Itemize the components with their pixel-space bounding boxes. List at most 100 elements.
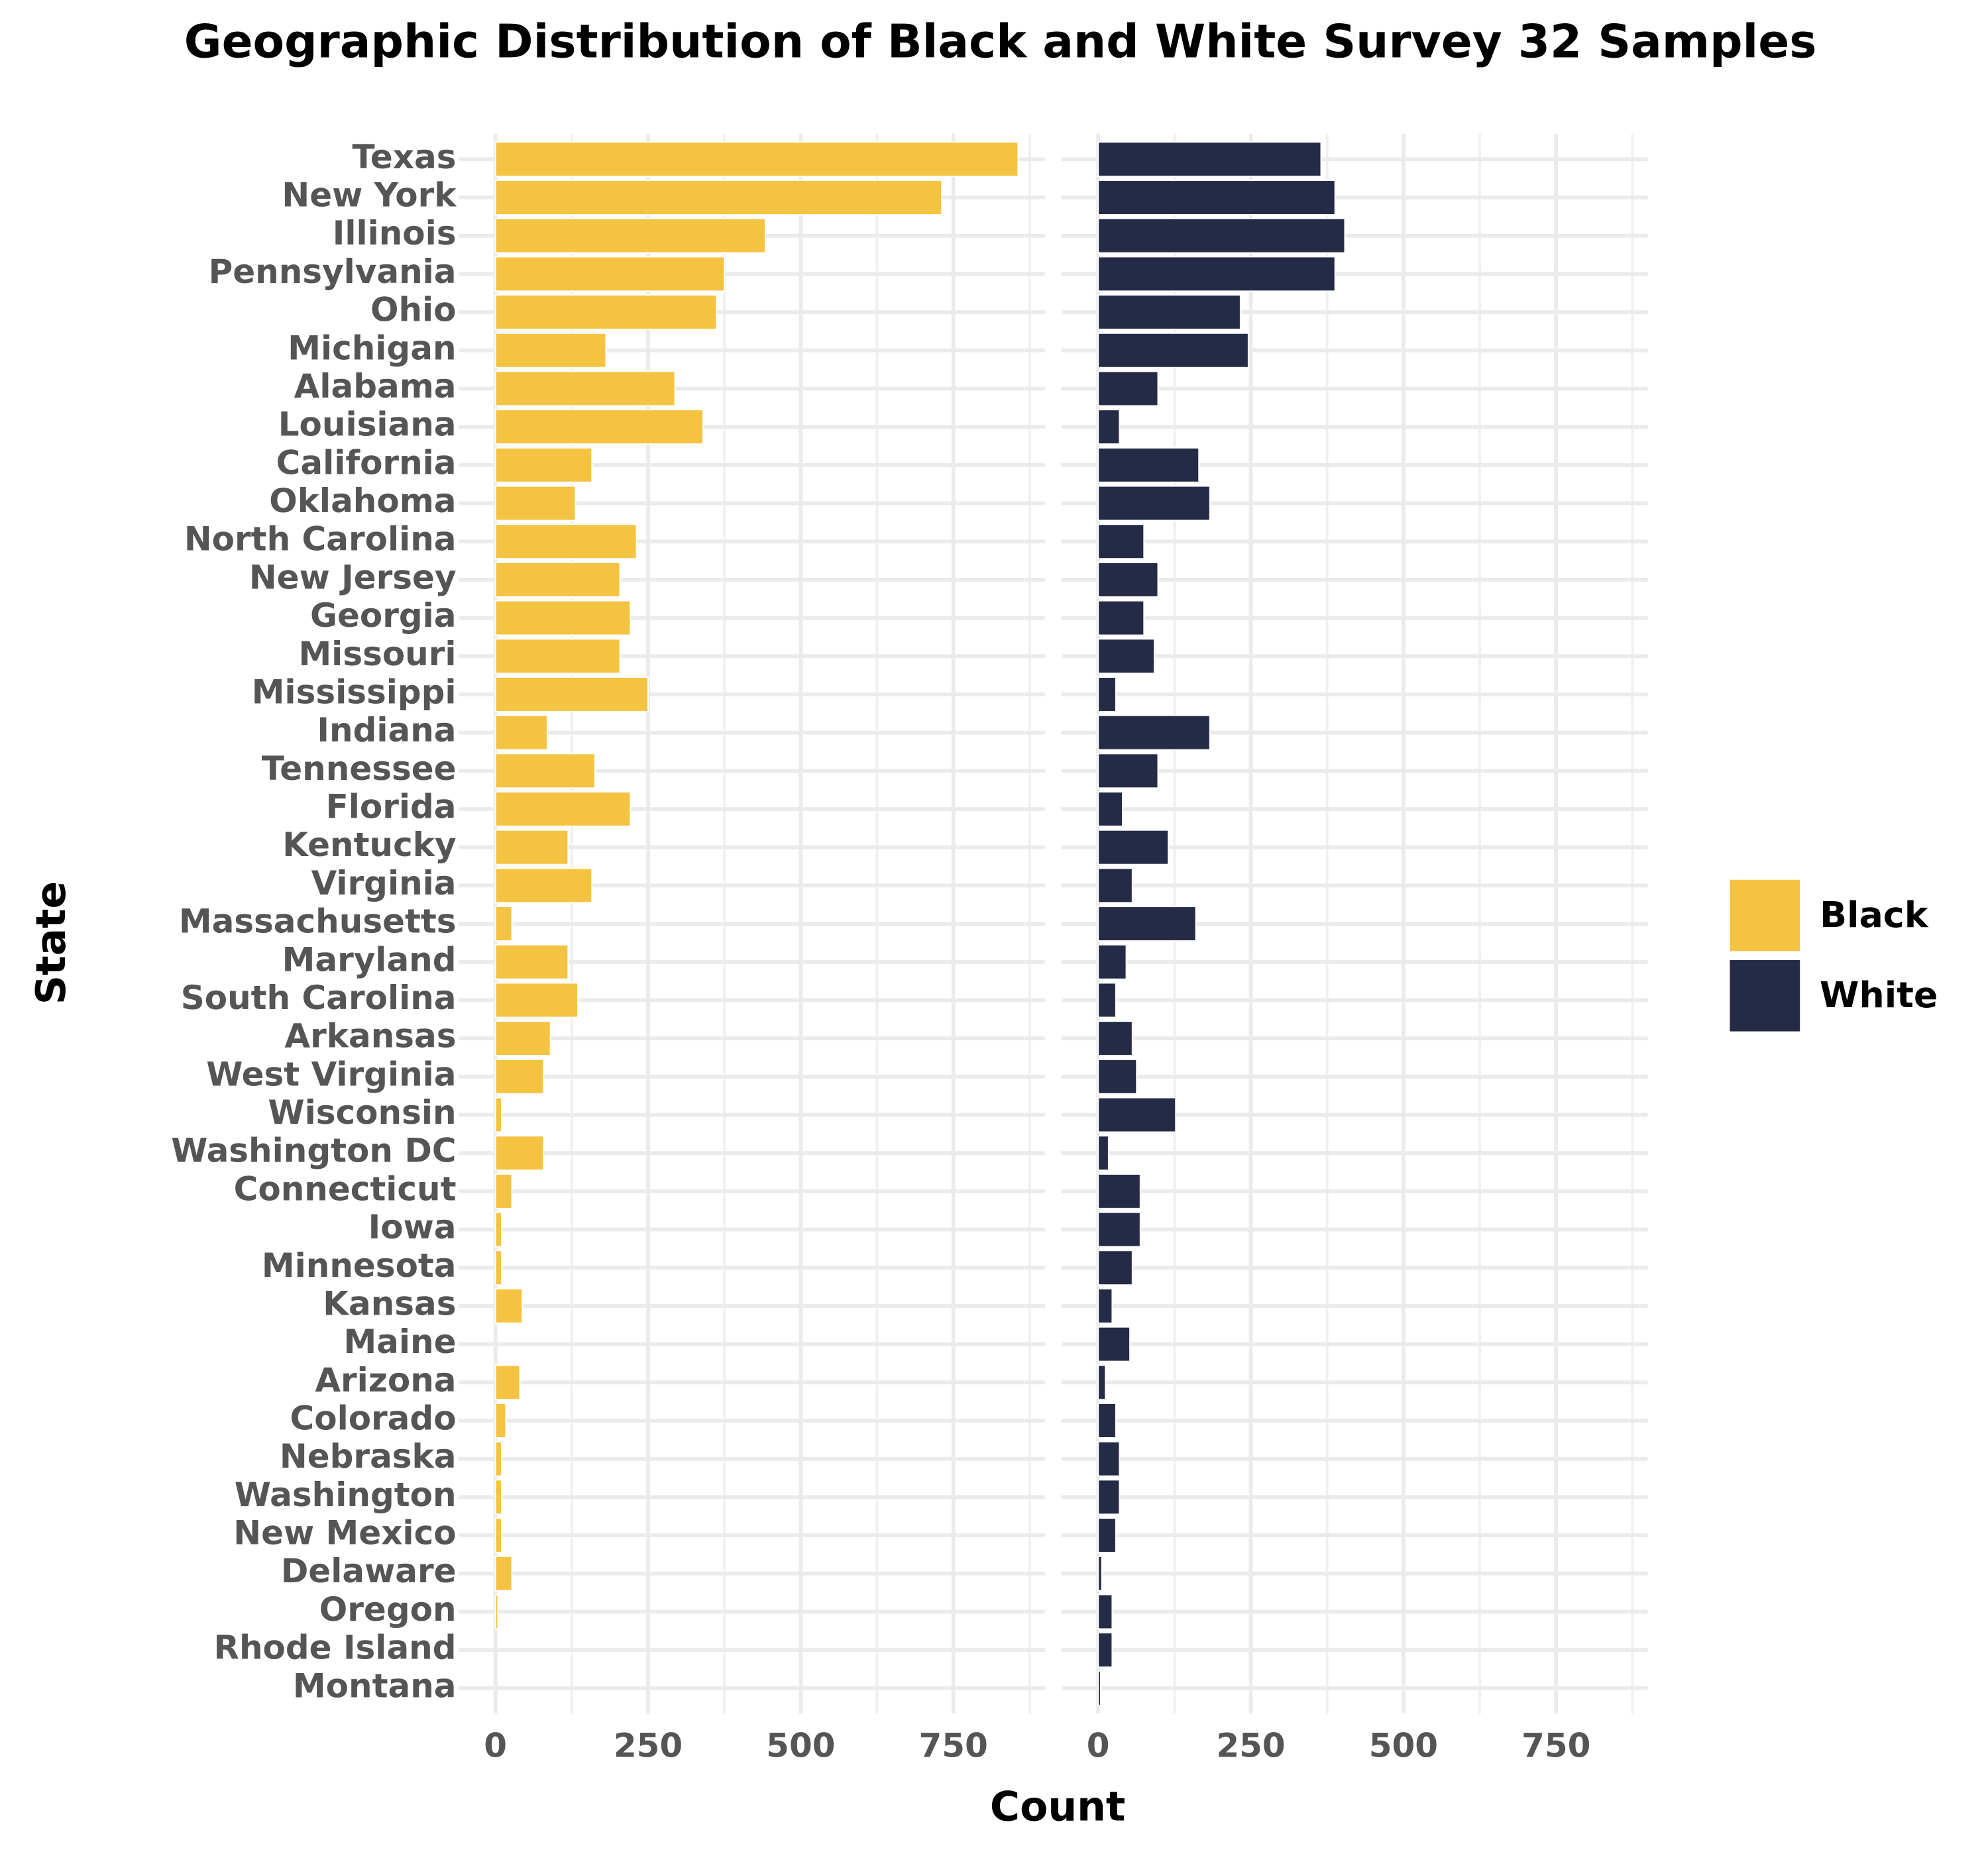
bar	[1097, 1517, 1117, 1553]
bar	[494, 180, 943, 215]
y-tick-label: Alabama	[294, 367, 457, 406]
y-tick-label: Rhode Island	[213, 1629, 456, 1667]
y-tick-label: West Virginia	[206, 1055, 456, 1093]
bar	[1097, 638, 1155, 675]
bar	[494, 1364, 521, 1401]
bar	[494, 600, 632, 636]
bar	[1097, 867, 1133, 904]
y-tick-label: Illinois	[333, 214, 457, 252]
bar	[1097, 677, 1117, 712]
bar	[494, 944, 569, 980]
y-tick-label: Kansas	[323, 1284, 456, 1323]
y-tick-label: Massachusetts	[179, 902, 457, 941]
y-tick-label: Virginia	[311, 864, 457, 902]
bar	[494, 332, 607, 368]
bar	[494, 829, 569, 865]
bar	[494, 906, 513, 942]
bar	[1097, 791, 1124, 827]
bar	[1097, 1211, 1141, 1248]
bar	[1097, 294, 1241, 331]
bar	[494, 753, 596, 789]
bar	[1097, 1326, 1131, 1362]
bar	[1097, 1020, 1133, 1057]
y-tick-label: South Carolina	[181, 979, 457, 1017]
bar	[494, 409, 704, 445]
legend-swatch	[1728, 958, 1802, 1033]
y-tick-label: Arizona	[315, 1361, 456, 1399]
bar	[1097, 1135, 1109, 1171]
bar	[1097, 906, 1197, 942]
bar	[494, 217, 766, 254]
bar	[1097, 180, 1336, 215]
y-tick-label: Tennessee	[262, 749, 457, 788]
bar	[1097, 332, 1249, 368]
chart-title: Geographic Distribution of Black and Whi…	[184, 15, 1817, 68]
y-tick-label: New Jersey	[249, 558, 457, 596]
bar	[1097, 1670, 1101, 1706]
bar	[1097, 1173, 1141, 1209]
bar	[494, 1058, 545, 1095]
bar	[1097, 370, 1159, 407]
bar	[1097, 1097, 1177, 1133]
bar	[494, 1135, 545, 1171]
x-tick-label: 750	[1521, 1727, 1590, 1765]
bar	[494, 1211, 502, 1248]
x-tick-label: 250	[614, 1727, 683, 1765]
bar	[494, 1479, 502, 1515]
y-tick-label: North Carolina	[184, 520, 457, 559]
bar	[1097, 1364, 1107, 1401]
bar	[1097, 523, 1145, 560]
bar	[494, 1441, 502, 1477]
y-tick-label: New Mexico	[233, 1514, 456, 1552]
y-tick-label: Indiana	[317, 711, 456, 749]
bar	[494, 1517, 502, 1553]
legend-label: Black	[1820, 894, 1929, 936]
bar	[494, 982, 579, 1018]
bar	[494, 1020, 551, 1057]
bar	[1097, 1058, 1138, 1095]
y-tick-label: Georgia	[310, 596, 457, 635]
y-tick-label: Missouri	[298, 635, 456, 673]
bar	[1097, 600, 1145, 636]
bar	[1097, 829, 1170, 865]
bar	[494, 523, 637, 560]
bar	[1097, 982, 1117, 1018]
legend-label: White	[1820, 974, 1938, 1016]
y-tick-label: Colorado	[290, 1399, 457, 1437]
x-axis-title: Count	[990, 1783, 1125, 1831]
y-tick-label: Connecticut	[234, 1170, 457, 1208]
y-tick-label: Nebraska	[280, 1437, 457, 1476]
bar	[494, 561, 621, 598]
x-tick-label: 500	[1369, 1727, 1438, 1765]
bar	[1097, 1555, 1103, 1592]
x-tick-label: 250	[1216, 1727, 1285, 1765]
y-tick-label: Maine	[343, 1323, 456, 1361]
y-tick-label: Iowa	[368, 1208, 457, 1246]
x-tick-label: 750	[919, 1727, 988, 1765]
bar	[1097, 1441, 1121, 1477]
legend-swatch	[1728, 878, 1802, 953]
bar	[1097, 1594, 1113, 1630]
y-tick-label: Montana	[293, 1666, 457, 1705]
x-tick-label: 0	[484, 1727, 507, 1765]
bar	[494, 1403, 507, 1439]
y-tick-label: Delaware	[281, 1552, 457, 1590]
y-tick-label: Minnesota	[262, 1246, 457, 1285]
y-tick-label: Florida	[326, 788, 457, 826]
bar	[1097, 217, 1346, 254]
x-tick-label: 500	[766, 1727, 835, 1765]
x-tick-label: 0	[1087, 1727, 1110, 1765]
bar	[494, 1555, 513, 1592]
bar	[494, 714, 548, 751]
bar	[1097, 753, 1159, 789]
y-tick-label: Pennsylvania	[209, 252, 457, 291]
bar	[1097, 141, 1322, 178]
y-tick-label: Oklahoma	[269, 482, 456, 520]
y-tick-label: New York	[282, 176, 457, 215]
bar	[1097, 256, 1336, 292]
y-tick-label: Texas	[352, 138, 456, 176]
bar	[1097, 561, 1159, 598]
bar	[494, 791, 632, 827]
y-tick-label: Arkansas	[284, 1017, 456, 1056]
